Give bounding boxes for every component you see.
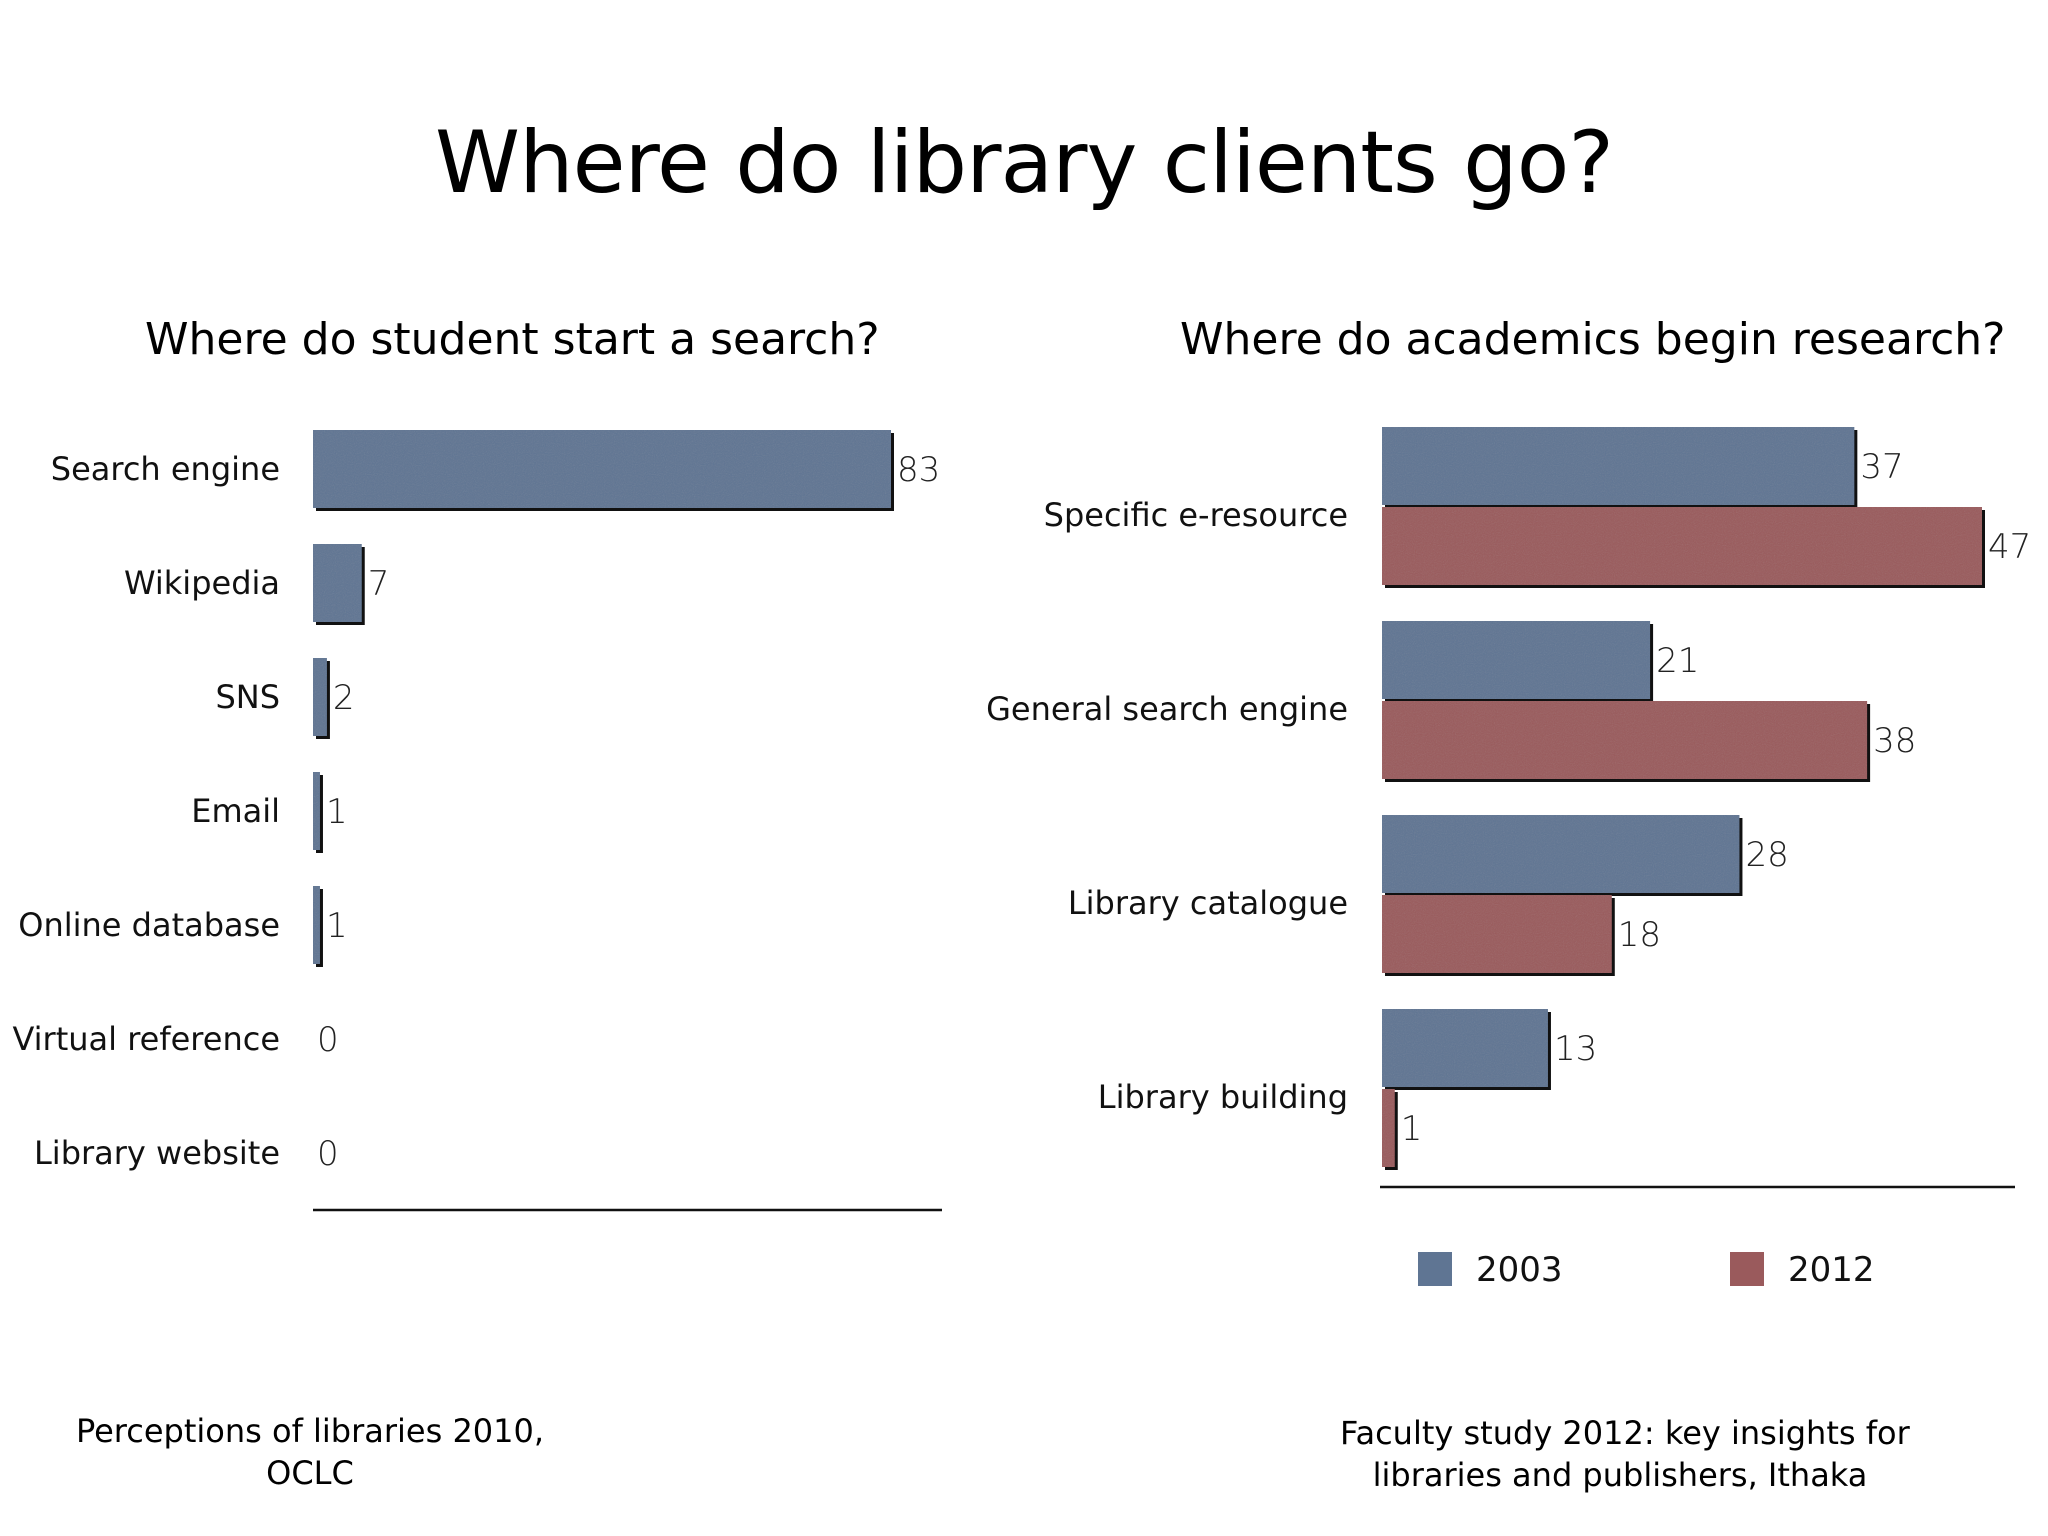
right-source-line-2: libraries and publishers, Ithaka (1372, 1456, 1868, 1494)
bar-general-search-engine-2003 (1382, 621, 1654, 702)
category-label-online-database: Online database (18, 906, 280, 944)
value-label-general-search-engine-2012: 38 (1873, 721, 1916, 761)
legend-swatch-2003 (1418, 1252, 1452, 1286)
category-label-search-engine: Search engine (51, 450, 280, 488)
value-label-search-engine: 83 (897, 450, 940, 490)
value-label-virtual-reference: 0 (317, 1020, 339, 1060)
value-label-email: 1 (326, 792, 348, 832)
bar-search-engine (313, 430, 894, 511)
category-label-virtual-reference: Virtual reference (12, 1020, 280, 1058)
right-chart-title: Where do academics begin research? (1180, 314, 2006, 365)
category-label-specific-e-resource: Specific e-resource (1044, 496, 1348, 534)
value-label-online-database: 1 (326, 906, 348, 946)
value-label-library-catalogue-2003: 28 (1745, 835, 1788, 875)
value-label-specific-e-resource-2012: 47 (1988, 527, 2031, 567)
left-chart-source: Perceptions of libraries 2010, OCLC (60, 1410, 560, 1494)
category-label-email: Email (191, 792, 280, 830)
right-chart-source: Faculty study 2012: key insights for lib… (1340, 1412, 1910, 1496)
value-label-library-website: 0 (317, 1134, 339, 1174)
category-label-wikipedia: Wikipedia (124, 564, 280, 602)
value-label-sns: 2 (333, 678, 355, 718)
left-chart-title: Where do student start a search? (145, 314, 880, 365)
bar-library-building-2012 (1382, 1089, 1398, 1170)
value-label-library-building-2003: 13 (1554, 1029, 1597, 1069)
value-label-specific-e-resource-2003: 37 (1860, 447, 1903, 487)
bar-library-catalogue-2003 (1382, 815, 1743, 896)
legend-swatch-2012 (1730, 1252, 1764, 1286)
value-label-library-building-2012: 1 (1401, 1109, 1423, 1149)
legend-label-2003: 2003 (1476, 1250, 1563, 1290)
right-source-line-1: Faculty study 2012: key insights for (1340, 1414, 1910, 1452)
value-label-library-catalogue-2012: 18 (1618, 915, 1661, 955)
category-label-sns: SNS (215, 678, 280, 716)
left-source-line-1: Perceptions of libraries 2010, (75, 1412, 545, 1450)
category-label-general-search-engine: General search engine (986, 690, 1348, 728)
bar-library-catalogue-2012 (1382, 895, 1615, 976)
value-label-wikipedia: 7 (368, 564, 390, 604)
category-label-library-building: Library building (1098, 1078, 1348, 1116)
right-chart-legend: 2003 2012 (1418, 1250, 1875, 1290)
bar-library-building-2003 (1382, 1009, 1551, 1090)
bar-wikipedia (313, 544, 365, 625)
slide-title: Where do library clients go? (435, 113, 1614, 213)
legend-label-2012: 2012 (1788, 1250, 1875, 1290)
bar-online-database (313, 886, 323, 967)
bar-email (313, 772, 323, 853)
category-label-library-website: Library website (34, 1134, 280, 1172)
bar-general-search-engine-2012 (1382, 701, 1871, 782)
bar-sns (313, 658, 330, 739)
category-label-library-catalogue: Library catalogue (1068, 884, 1348, 922)
value-label-general-search-engine-2003: 21 (1656, 641, 1699, 681)
left-source-line-2: OCLC (266, 1454, 354, 1492)
bar-specific-e-resource-2012 (1382, 507, 1985, 588)
bar-specific-e-resource-2003 (1382, 427, 1858, 508)
left-bar-chart: Search engine 83 Wikipedia 7 SNS 2 Email 1 Onlin… (12, 430, 942, 1212)
